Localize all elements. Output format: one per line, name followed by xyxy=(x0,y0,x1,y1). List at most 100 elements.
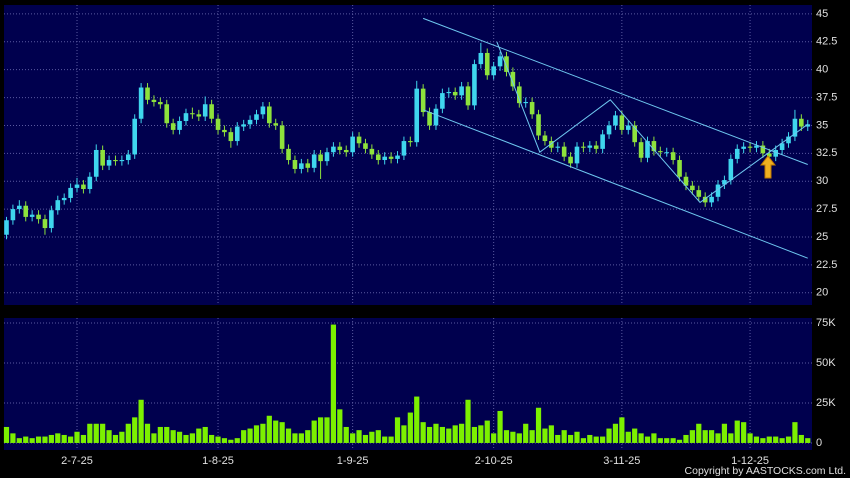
volume-bar xyxy=(478,425,484,443)
y2-tick-label: 0 xyxy=(816,437,822,449)
volume-bar xyxy=(157,426,163,443)
candle-body xyxy=(754,145,759,148)
volume-bar xyxy=(728,433,734,443)
candle-body xyxy=(452,91,458,96)
candle-body xyxy=(484,52,490,76)
volume-bar xyxy=(491,433,497,443)
volume-bar xyxy=(516,433,522,443)
candle-body xyxy=(715,184,721,197)
volume-bar xyxy=(426,426,433,443)
volume-bar xyxy=(593,436,599,443)
volume-bar xyxy=(247,428,253,443)
volume-bar xyxy=(16,438,22,443)
volume-bar xyxy=(215,436,221,443)
volume-bar xyxy=(100,423,106,443)
volume-bar xyxy=(337,409,343,443)
candle-body xyxy=(529,102,535,115)
candle-body xyxy=(517,86,522,104)
y-tick-label: 40 xyxy=(816,64,828,76)
volume-bar xyxy=(209,434,215,443)
candle-body xyxy=(805,124,811,127)
candle-body xyxy=(343,149,349,153)
candle-body xyxy=(42,219,48,229)
candle-body xyxy=(324,152,330,162)
volume-bar xyxy=(285,428,292,443)
candle-body xyxy=(158,102,163,105)
volume-bar xyxy=(93,423,99,443)
volume-bar xyxy=(414,396,420,443)
candle-body xyxy=(395,155,400,159)
candle-body xyxy=(74,184,80,188)
volume-bar xyxy=(292,433,298,443)
candle-body xyxy=(683,176,689,186)
candle-body xyxy=(420,88,426,113)
volume-bar xyxy=(798,434,804,443)
candle-body xyxy=(613,115,618,126)
volume-bar xyxy=(452,425,458,443)
volume-bar xyxy=(317,417,324,443)
candle-body xyxy=(799,118,804,127)
trend-line xyxy=(422,17,808,165)
candle-body xyxy=(542,135,548,142)
candle-body xyxy=(222,129,227,133)
candle-body xyxy=(491,66,496,76)
y2-tick-label: 75K xyxy=(816,317,836,329)
volume-bar xyxy=(465,399,471,443)
volume-bar xyxy=(587,434,593,443)
volume-bar xyxy=(228,439,234,443)
volume-bar xyxy=(734,420,740,443)
candle-body xyxy=(363,143,368,149)
volume-bar xyxy=(388,436,394,443)
candle-body xyxy=(401,141,407,156)
candle-body xyxy=(638,142,644,158)
candle-body xyxy=(709,196,714,203)
volume-bar xyxy=(523,423,529,443)
volume-bar xyxy=(664,438,670,443)
volume-bar xyxy=(676,439,683,443)
candle-body xyxy=(254,114,259,120)
candle-body xyxy=(100,149,105,166)
x-tick-label: 2-7-25 xyxy=(61,455,93,467)
candle-body xyxy=(651,141,657,152)
volume-bar xyxy=(600,436,606,443)
volume-bar xyxy=(241,430,247,443)
volume-bar xyxy=(330,324,337,443)
volume-bar xyxy=(657,438,663,443)
candle-body xyxy=(17,205,22,210)
candle-body xyxy=(786,136,791,144)
candle-body xyxy=(125,154,131,161)
candle-body xyxy=(286,148,291,161)
candle-body xyxy=(23,205,29,217)
volume-bar xyxy=(644,436,651,443)
volume-bar xyxy=(561,430,567,443)
candle-body xyxy=(741,146,746,149)
candle-body xyxy=(87,176,93,190)
candle-body xyxy=(664,152,670,154)
candle-body xyxy=(440,93,445,109)
candle-body xyxy=(408,141,413,143)
candle-body xyxy=(170,123,176,130)
volume-bar xyxy=(779,438,785,443)
candle-body xyxy=(427,112,432,126)
candle-body xyxy=(504,56,509,72)
candle-body xyxy=(375,154,381,161)
volume-bar xyxy=(170,430,176,443)
volume-bar xyxy=(48,434,54,443)
candle-body xyxy=(702,196,708,203)
y2-tick-label: 25K xyxy=(816,397,836,409)
volume-bar xyxy=(567,434,574,443)
candle-body xyxy=(356,136,362,144)
y-tick-label: 37.5 xyxy=(816,91,837,103)
volume-bar xyxy=(651,433,657,443)
volume-bar xyxy=(29,438,35,443)
volume-bar xyxy=(106,430,112,443)
candle-body xyxy=(555,146,561,148)
volume-bar xyxy=(3,426,10,443)
volume-bar xyxy=(221,438,228,443)
y-tick-label: 42.5 xyxy=(816,36,837,48)
volume-bar xyxy=(766,436,772,443)
volume-bar xyxy=(670,438,676,443)
volume-bar xyxy=(23,436,29,443)
candle-body xyxy=(728,158,734,181)
